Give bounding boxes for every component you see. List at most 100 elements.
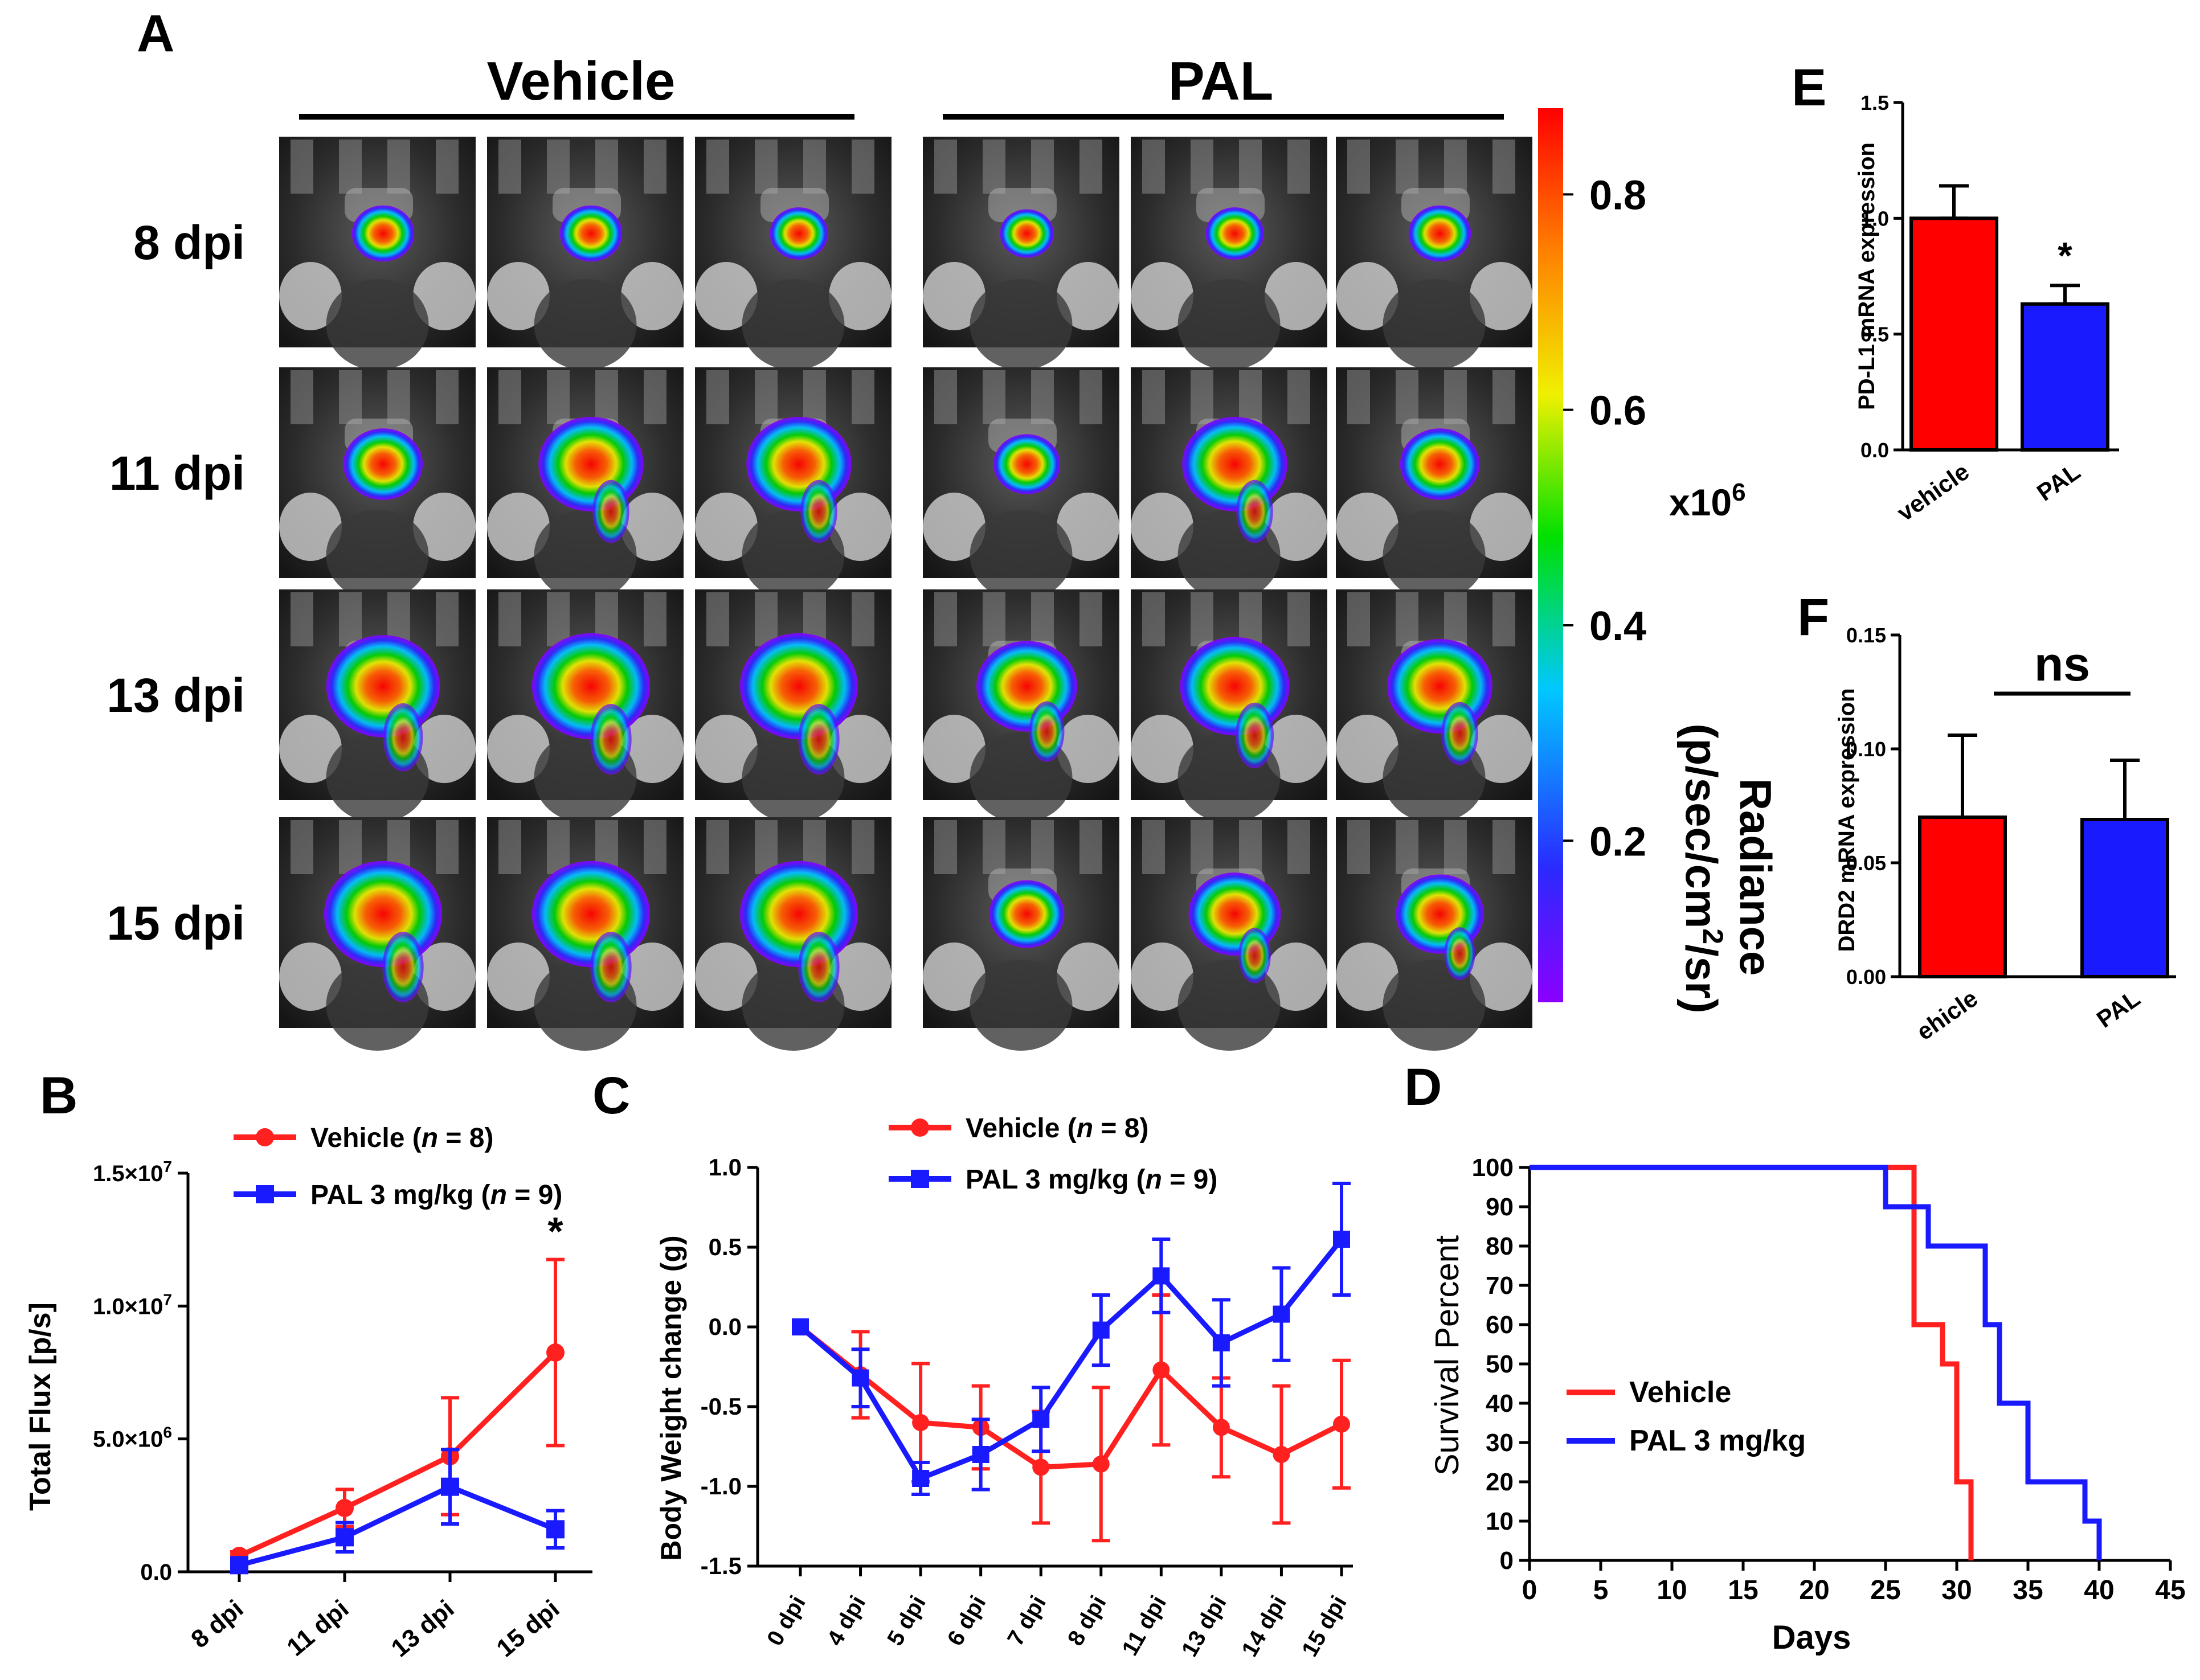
- stage-bar: [1079, 820, 1102, 874]
- panel-a: A Vehicle PAL 8 dpi 11 dpi 13 dpi 15 dpi 0.…: [107, 5, 1781, 1051]
- mouse-shoulder: [413, 262, 476, 330]
- c-y-tick-label: 0.5: [709, 1234, 742, 1260]
- stage-bar: [436, 592, 459, 646]
- mouse-shoulder: [487, 943, 550, 1011]
- d-x-tick-label: 30: [1941, 1575, 1972, 1605]
- mouse-shoulder: [829, 943, 892, 1011]
- stage-bar: [1191, 820, 1213, 874]
- c-series-line: [799, 1238, 1344, 1482]
- f-y-axis-label: DRD2 mRNA expression: [1834, 688, 1859, 952]
- tumor-signal: [326, 635, 440, 737]
- stage-bar: [1287, 592, 1310, 646]
- b-x-tick-label: 13 dpi: [386, 1595, 460, 1662]
- stage-bar: [1347, 370, 1370, 424]
- d-x-tick-label: 35: [2013, 1575, 2043, 1605]
- stage-bar: [706, 370, 729, 424]
- stage-bar: [983, 820, 1005, 874]
- mouse-shoulder: [1470, 943, 1532, 1011]
- stage-bar: [1347, 592, 1370, 646]
- mouse-shoulder: [1265, 715, 1327, 783]
- b-point: [441, 1477, 459, 1496]
- d-y-tick-label: 20: [1486, 1468, 1514, 1496]
- mouse-shoulder: [695, 943, 758, 1011]
- b-y-axis-label: Total Flux [p/s]: [24, 1302, 57, 1511]
- mouse-shoulder: [279, 943, 342, 1011]
- c-x-tick-label: 6 dpi: [943, 1592, 991, 1650]
- tumor-signal: [989, 880, 1065, 948]
- colorbar-tick-label: 0.8: [1589, 173, 1646, 218]
- stage-bar: [1287, 370, 1310, 424]
- mouse-shoulder: [1470, 715, 1532, 783]
- stage-bar: [1142, 370, 1165, 424]
- b-point: [546, 1343, 565, 1362]
- d-y-tick-label: 100: [1472, 1154, 1514, 1182]
- mouse-body: [534, 279, 637, 370]
- b-significance-star: *: [547, 1209, 563, 1253]
- mouse-image: [279, 589, 476, 823]
- d-x-tick-label: 10: [1657, 1575, 1687, 1605]
- stage-bar: [644, 592, 666, 646]
- mouse-shoulder: [1470, 262, 1532, 330]
- mouse-image: [695, 137, 892, 370]
- mouse-shoulder: [621, 715, 684, 783]
- stage-bar: [498, 140, 521, 194]
- stage-bar: [436, 370, 459, 424]
- e-y-tick-label: 0.5: [1860, 323, 1889, 346]
- c-y-axis-label: Body Weight change (g): [655, 1235, 687, 1560]
- mouse-image: [923, 817, 1119, 1051]
- b-y-tick-label: 0.0: [140, 1560, 172, 1585]
- stage-bar: [934, 592, 957, 646]
- mouse-shoulder: [1336, 943, 1398, 1011]
- mouse-image: [279, 817, 476, 1051]
- b-y-tick-label: 1.5×107: [93, 1158, 172, 1186]
- f-bar-ehicle: [1918, 816, 2007, 978]
- row-label-15-dpi: 15 dpi: [107, 896, 245, 950]
- d-survival-curve: [1530, 1165, 1974, 1560]
- tumor-signal: [746, 416, 852, 512]
- b-point: [230, 1556, 248, 1575]
- c-point: [1152, 1361, 1170, 1379]
- stage-bar: [595, 140, 618, 194]
- tumor-signal-tail: [383, 703, 423, 772]
- b-series-line: [238, 1484, 557, 1568]
- stage-bar: [339, 370, 362, 424]
- colorbar-tick-label: 0.4: [1589, 604, 1646, 649]
- mouse-image: [487, 137, 684, 370]
- mouse-shoulder: [279, 262, 342, 330]
- d-y-axis-label: Survival Percent: [1429, 1235, 1466, 1476]
- mouse-image: [695, 817, 892, 1051]
- stage-bar: [983, 592, 1005, 646]
- row-label-8-dpi: 8 dpi: [133, 216, 245, 269]
- stage-bar: [1396, 592, 1418, 646]
- stage-bar: [1191, 592, 1213, 646]
- c-x-tick-label: 4 dpi: [823, 1592, 871, 1650]
- mouse-shoulder: [1057, 715, 1119, 783]
- c-point: [1032, 1411, 1050, 1428]
- tumor-signal: [538, 416, 644, 512]
- stage-bar: [1079, 140, 1102, 194]
- d-legend-label: Vehicle: [1629, 1376, 1731, 1409]
- tumor-signal: [993, 434, 1060, 494]
- stage-bar: [1031, 592, 1054, 646]
- mouse-image: [487, 367, 684, 601]
- c-legend-vehicle-marker: [911, 1118, 929, 1137]
- stage-bar: [852, 820, 874, 874]
- c-x-tick-label: 14 dpi: [1237, 1592, 1291, 1661]
- tumor-signal: [1408, 205, 1471, 262]
- tumor-signal-tail: [590, 932, 632, 1003]
- mouse-shoulder: [1265, 262, 1327, 330]
- stage-bar: [498, 370, 521, 424]
- group-label-vehicle: Vehicle: [487, 51, 676, 112]
- mouse-shoulder: [487, 493, 550, 561]
- b-legend-pal-marker: [256, 1185, 274, 1203]
- c-point: [1092, 1455, 1110, 1473]
- mouse-image: [695, 589, 892, 823]
- f-x-tick-label: ehicle: [1912, 985, 1983, 1046]
- tumor-signal: [770, 207, 828, 260]
- mouse-shoulder: [487, 715, 550, 783]
- stage-bar: [1396, 140, 1418, 194]
- mouse-shoulder: [1336, 493, 1398, 561]
- panel-label-a: A: [137, 5, 174, 63]
- stage-bar: [1142, 820, 1165, 874]
- colorbar: [1538, 108, 1563, 1002]
